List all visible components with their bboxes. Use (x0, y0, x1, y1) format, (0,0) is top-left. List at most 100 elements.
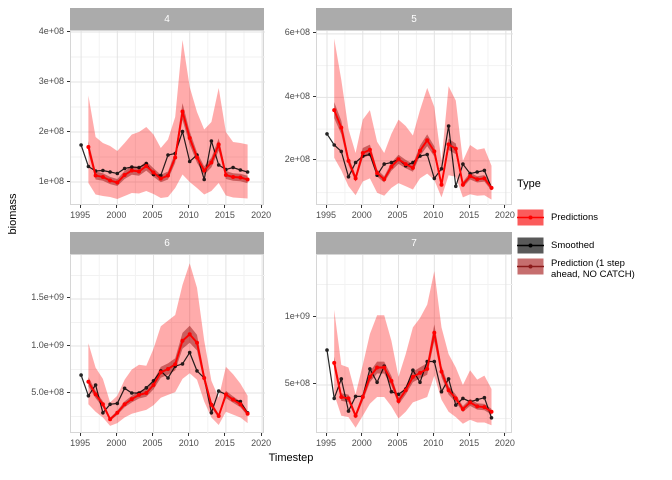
prediction-ribbon (334, 271, 492, 428)
prediction-ribbon (88, 263, 248, 426)
legend-item-predictions: Predictions (517, 209, 598, 226)
y-tick-mark (67, 297, 70, 299)
x-tick-label: 1995 (315, 210, 337, 220)
smoothed-series (79, 350, 250, 416)
y-tick-mark (67, 344, 70, 346)
x-tick-label: 2010 (423, 438, 444, 448)
facet-strip-6: 6 (70, 232, 264, 254)
facet-panel-6 (70, 254, 265, 434)
legend-label: Predictions (551, 212, 598, 223)
x-tick-label: 2000 (106, 210, 127, 220)
y-tick-label: 4e+08 (284, 90, 310, 101)
one-step-ahead-ribbon (334, 102, 492, 191)
x-tick-mark (468, 205, 470, 208)
x-tick-label: 2000 (351, 438, 372, 448)
y-tick-label: 1.5e+09 (31, 292, 64, 303)
x-tick-label: 1995 (70, 438, 91, 448)
x-tick-mark (432, 205, 434, 208)
legend-title: Type (517, 178, 541, 190)
facet-plot-5 (317, 31, 513, 206)
x-axis-title: Timestep (268, 452, 314, 464)
x-tick-label: 2020 (494, 438, 515, 448)
x-tick-mark (115, 205, 117, 208)
y-tick-label: 5e+08 (284, 378, 310, 389)
x-tick-mark (152, 205, 154, 208)
facet-strip-4: 4 (70, 8, 264, 30)
x-tick-mark (260, 433, 262, 436)
y-tick-label: 1.0e+09 (31, 339, 64, 350)
x-tick-label: 2010 (423, 210, 444, 220)
facet-strip-7: 7 (316, 232, 512, 254)
y-tick-label: 5.0e+08 (31, 386, 64, 397)
x-tick-mark (188, 205, 190, 208)
y-tick-mark (313, 316, 316, 318)
x-tick-mark (361, 205, 363, 208)
x-tick-mark (115, 433, 117, 436)
x-tick-mark (79, 205, 81, 208)
x-tick-mark (504, 205, 506, 208)
gridlines-minor (71, 31, 265, 206)
facet-panel-5 (316, 30, 513, 206)
smoothed-series (325, 348, 494, 420)
x-tick-label: 2005 (387, 210, 408, 220)
one-step-ahead-ribbon (88, 325, 248, 421)
x-tick-mark (397, 205, 399, 208)
x-tick-label: 2015 (459, 210, 480, 220)
y-tick-mark (313, 159, 316, 161)
x-tick-label: 2015 (459, 438, 480, 448)
y-tick-label: 2e+08 (38, 125, 64, 136)
y-tick-mark (313, 32, 316, 34)
legend-key-icon (517, 237, 544, 254)
x-tick-label: 2005 (142, 210, 163, 220)
y-tick-mark (67, 30, 70, 32)
x-tick-mark (224, 433, 226, 436)
facet-plot-6 (71, 255, 265, 434)
x-tick-label: 2015 (214, 210, 235, 220)
legend-item-prediction: Prediction (1 step ahead, NO CATCH) (517, 258, 635, 280)
x-tick-label: 2010 (178, 438, 199, 448)
x-tick-label: 2005 (142, 438, 163, 448)
x-tick-label: 2020 (251, 438, 272, 448)
legend: Type Predictions Smoothed Prediction (1 st… (517, 178, 669, 280)
x-tick-mark (504, 433, 506, 436)
x-tick-mark (397, 433, 399, 436)
y-tick-label: 1e+09 (284, 311, 310, 322)
facet-plot-4 (71, 31, 265, 206)
x-tick-label: 1995 (70, 210, 91, 220)
x-tick-label: 1995 (315, 438, 337, 448)
facet-strip-5: 5 (316, 8, 512, 30)
x-tick-label: 2005 (387, 438, 408, 448)
x-tick-label: 2000 (106, 438, 127, 448)
y-tick-mark (67, 80, 70, 82)
x-tick-mark (188, 433, 190, 436)
x-tick-mark (152, 433, 154, 436)
gridlines-minor (317, 31, 513, 206)
y-tick-mark (67, 180, 70, 182)
facet-panel-7 (316, 254, 513, 434)
y-axis-title: biomass (7, 193, 19, 235)
prediction-ribbon (334, 38, 492, 200)
legend-item-smoothed: Smoothed (517, 237, 594, 254)
legend-key-icon (517, 209, 544, 226)
gridlines-major (71, 31, 265, 206)
legend-label: Prediction (1 step ahead, NO CATCH) (551, 258, 635, 280)
x-tick-label: 2000 (351, 210, 372, 220)
x-tick-mark (224, 205, 226, 208)
x-tick-mark (79, 433, 81, 436)
y-tick-label: 3e+08 (38, 75, 64, 86)
x-tick-mark (260, 205, 262, 208)
predictions-series (86, 109, 250, 185)
facet-panel-4 (70, 30, 265, 206)
x-tick-mark (325, 205, 327, 208)
y-tick-label: 4e+08 (38, 25, 64, 36)
y-tick-mark (313, 383, 316, 385)
gridlines-major (71, 255, 265, 434)
x-tick-mark (325, 433, 327, 436)
legend-key-icon (517, 258, 544, 275)
gridlines-minor (317, 255, 513, 434)
predictions-series (332, 108, 494, 190)
y-tick-label: 2e+08 (284, 154, 310, 165)
facet-plot-7 (317, 255, 513, 434)
y-tick-mark (67, 130, 70, 132)
